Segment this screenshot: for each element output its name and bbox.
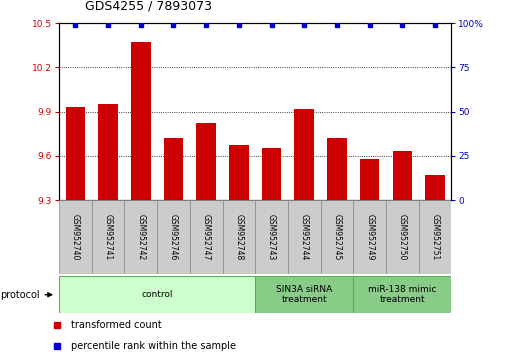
Text: GSM952740: GSM952740 — [71, 214, 80, 261]
Bar — [124, 200, 157, 274]
Bar — [353, 200, 386, 274]
Text: GSM952745: GSM952745 — [332, 214, 342, 261]
Bar — [196, 123, 216, 200]
Bar — [66, 107, 85, 200]
Text: GSM952749: GSM952749 — [365, 214, 374, 261]
Bar — [321, 200, 353, 274]
Bar — [190, 200, 223, 274]
Bar — [419, 200, 451, 274]
Bar — [262, 148, 281, 200]
Text: control: control — [142, 290, 173, 299]
Text: percentile rank within the sample: percentile rank within the sample — [71, 341, 236, 351]
Text: GSM952741: GSM952741 — [104, 214, 112, 260]
Text: GSM952748: GSM952748 — [234, 214, 243, 260]
Text: GSM952744: GSM952744 — [300, 214, 309, 261]
Bar — [98, 104, 118, 200]
Bar — [425, 175, 445, 200]
Text: GSM952742: GSM952742 — [136, 214, 145, 260]
Bar — [386, 200, 419, 274]
Text: SIN3A siRNA
treatment: SIN3A siRNA treatment — [276, 285, 332, 304]
Bar — [59, 276, 255, 313]
Text: GSM952743: GSM952743 — [267, 214, 276, 261]
Bar — [255, 276, 353, 313]
Bar — [92, 200, 125, 274]
Text: protocol: protocol — [0, 290, 52, 300]
Text: GSM952750: GSM952750 — [398, 214, 407, 261]
Bar — [392, 151, 412, 200]
Bar — [353, 276, 451, 313]
Bar — [157, 200, 190, 274]
Text: transformed count: transformed count — [71, 320, 162, 330]
Text: GDS4255 / 7893073: GDS4255 / 7893073 — [85, 0, 212, 12]
Bar — [294, 109, 314, 200]
Text: GSM952747: GSM952747 — [202, 214, 211, 261]
Text: GSM952746: GSM952746 — [169, 214, 178, 261]
Bar — [229, 145, 249, 200]
Bar — [131, 42, 150, 200]
Bar — [255, 200, 288, 274]
Text: GSM952751: GSM952751 — [430, 214, 440, 260]
Bar — [288, 200, 321, 274]
Bar — [327, 138, 347, 200]
Bar — [164, 138, 183, 200]
Text: miR-138 mimic
treatment: miR-138 mimic treatment — [368, 285, 437, 304]
Bar — [59, 200, 92, 274]
Bar — [223, 200, 255, 274]
Bar — [360, 159, 380, 200]
